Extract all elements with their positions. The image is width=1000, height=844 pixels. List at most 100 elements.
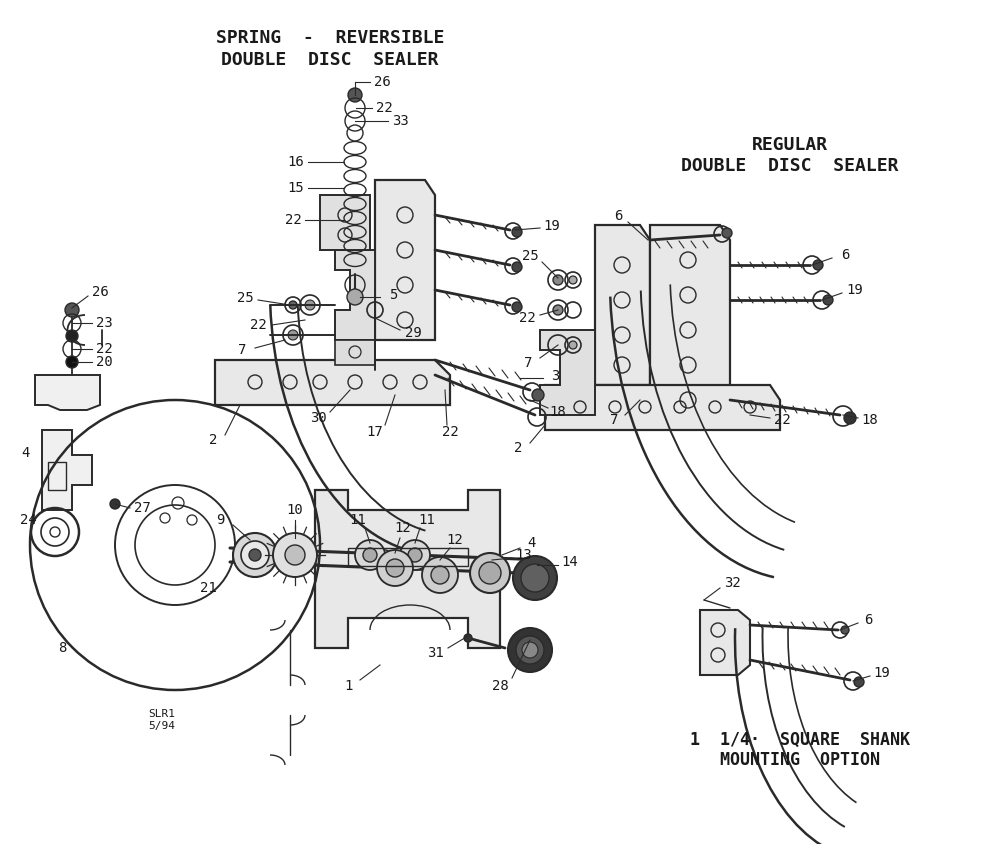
Circle shape [355,540,385,570]
Text: 31: 31 [427,646,443,660]
Text: 22: 22 [285,213,301,227]
Circle shape [553,275,563,285]
Text: 2: 2 [209,433,217,447]
Circle shape [65,303,79,317]
Circle shape [363,548,377,562]
Text: 12: 12 [395,521,411,535]
Text: DOUBLE  DISC  SEALER: DOUBLE DISC SEALER [681,157,899,175]
Circle shape [479,562,501,584]
Text: DOUBLE  DISC  SEALER: DOUBLE DISC SEALER [221,51,439,69]
Polygon shape [540,330,595,415]
Text: SLR1: SLR1 [148,709,175,719]
Bar [48,462,66,490]
Circle shape [512,302,522,312]
Circle shape [305,300,315,310]
Text: 32: 32 [724,576,740,590]
Circle shape [347,289,363,305]
Text: 8: 8 [58,641,66,655]
Text: 4: 4 [21,446,29,460]
Text: 22: 22 [376,101,392,115]
Circle shape [722,228,732,238]
Bar [348,548,468,566]
Circle shape [516,636,544,664]
Text: 4: 4 [528,536,536,550]
Circle shape [464,634,472,642]
Text: 22: 22 [442,425,458,439]
Circle shape [569,276,577,284]
Text: 29: 29 [405,326,421,340]
Circle shape [422,557,458,593]
Text: 25: 25 [237,291,253,305]
Circle shape [513,556,557,600]
Circle shape [569,341,577,349]
Text: 16: 16 [288,155,304,169]
Circle shape [110,499,120,509]
Text: 22: 22 [96,342,112,356]
Text: 27: 27 [134,501,150,515]
Circle shape [285,545,305,565]
Text: 33: 33 [392,114,408,128]
Text: 14: 14 [562,555,578,569]
Text: 6: 6 [864,613,872,627]
Circle shape [408,548,422,562]
Text: 22: 22 [519,311,535,325]
Text: 5/94: 5/94 [148,721,175,731]
Circle shape [553,305,563,315]
Circle shape [854,677,864,687]
Text: MOUNTING  OPTION: MOUNTING OPTION [720,751,880,769]
Circle shape [522,642,538,658]
Circle shape [532,389,544,401]
Circle shape [66,330,78,342]
Circle shape [348,88,362,102]
Polygon shape [42,430,92,510]
Text: 18: 18 [862,413,878,427]
Text: 3: 3 [551,369,559,383]
Text: 19: 19 [544,219,560,233]
Text: 11: 11 [350,513,366,527]
Polygon shape [35,375,100,410]
Text: 28: 28 [492,679,508,693]
Polygon shape [335,250,375,340]
Circle shape [273,533,317,577]
Text: 13: 13 [516,548,532,562]
Text: 18: 18 [550,405,566,419]
Polygon shape [545,385,780,430]
Text: 25: 25 [522,249,538,263]
Text: 22: 22 [250,318,266,332]
Polygon shape [650,225,730,415]
Text: REGULAR: REGULAR [752,136,828,154]
Polygon shape [335,340,375,365]
Text: 2: 2 [514,441,522,455]
Circle shape [249,549,261,561]
Polygon shape [595,225,650,385]
Text: 7: 7 [524,356,532,370]
Circle shape [508,628,552,672]
Text: SPRING  -  REVERSIBLE: SPRING - REVERSIBLE [216,29,444,47]
Text: 21: 21 [200,581,216,595]
Text: 26: 26 [374,75,390,89]
Circle shape [512,262,522,272]
Text: 7: 7 [238,343,246,357]
Circle shape [841,626,849,634]
Text: 19: 19 [847,283,863,297]
Circle shape [512,227,522,237]
Text: 15: 15 [288,181,304,195]
Text: 12: 12 [447,533,463,547]
Text: 6: 6 [614,209,622,223]
Polygon shape [315,490,500,648]
Text: 23: 23 [96,316,112,330]
Text: 22: 22 [774,413,790,427]
Circle shape [844,412,856,424]
Polygon shape [700,610,750,675]
Text: 10: 10 [287,503,303,517]
Circle shape [431,566,449,584]
Text: 26: 26 [92,285,108,299]
Circle shape [233,533,277,577]
Circle shape [813,260,823,270]
Polygon shape [375,180,435,340]
Circle shape [289,301,297,309]
Circle shape [470,553,510,593]
Text: 6: 6 [841,248,849,262]
Circle shape [823,295,833,305]
Circle shape [66,356,78,368]
